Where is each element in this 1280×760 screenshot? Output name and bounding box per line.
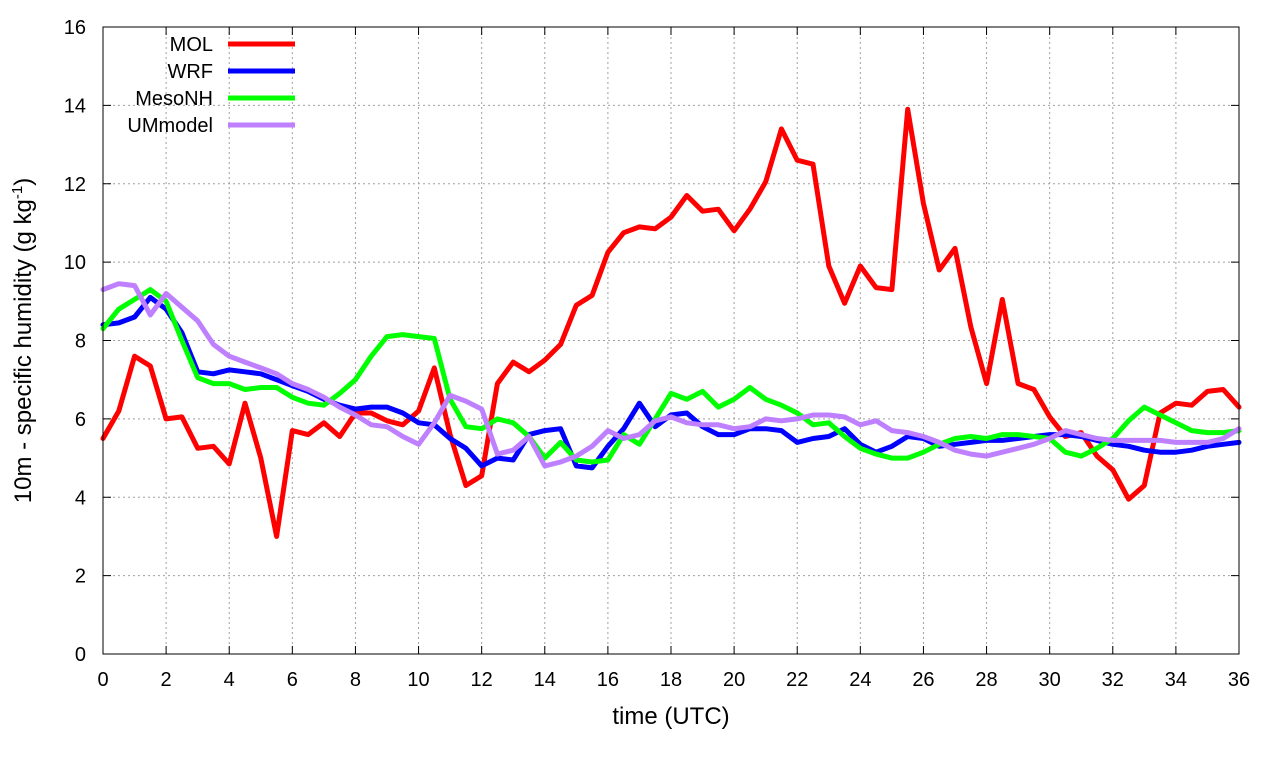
legend-label-ummodel: UMmodel [127,115,213,137]
x-tick-label: 12 [471,669,493,691]
x-tick-label: 30 [1039,669,1061,691]
x-tick-label: 22 [786,669,808,691]
y-tick-label: 2 [75,566,86,588]
x-tick-label: 14 [534,669,556,691]
x-tick-label: 8 [350,669,361,691]
y-axis-title-main: 10m - specific humidity (g kg [10,199,37,503]
y-tick-label: 8 [75,331,86,353]
y-tick-label: 4 [75,487,86,509]
legend-label-mol: MOL [170,34,213,56]
y-tick-label: 14 [64,95,86,117]
x-tick-label: 36 [1228,669,1250,691]
series-lines [100,106,1242,539]
x-tick-label: 28 [975,669,997,691]
x-tick-label: 18 [660,669,682,691]
legend-label-wrf: WRF [167,61,213,83]
axis-ticks [102,26,1240,655]
legend-label-mesonh: MesoNH [135,88,213,110]
x-tick-label: 10 [407,669,429,691]
x-axis-title: time (UTC) [612,703,729,730]
y-axis-title-sup: -1 [9,186,26,199]
series-line-ummodel [100,281,1242,469]
x-tick-labels: 0 2 4 6 8 10 12 14 16 18 20 22 24 26 28 30 32 34 36 [97,669,1250,691]
y-tick-label: 12 [64,174,86,196]
y-tick-labels: 0 2 4 6 8 10 12 14 16 [64,17,86,666]
y-tick-label: 0 [75,644,86,666]
grid-lines [103,27,1239,654]
series-line-mol [100,106,1242,539]
x-tick-label: 32 [1102,669,1124,691]
y-tick-label: 6 [75,409,86,431]
y-axis-title: 10m - specific humidity (g kg-1) [9,178,37,503]
y-tick-label: 10 [64,252,86,274]
x-tick-label: 20 [723,669,745,691]
legend: MOL WRF MesoNH UMmodel [127,34,295,137]
x-tick-label: 0 [97,669,108,691]
x-tick-label: 2 [161,669,172,691]
x-tick-label: 4 [224,669,235,691]
x-tick-label: 34 [1165,669,1187,691]
y-tick-label: 16 [64,17,86,39]
x-tick-label: 24 [849,669,871,691]
x-tick-label: 16 [597,669,619,691]
x-tick-label: 6 [287,669,298,691]
y-axis-title-end: ) [10,178,37,186]
x-tick-label: 26 [912,669,934,691]
